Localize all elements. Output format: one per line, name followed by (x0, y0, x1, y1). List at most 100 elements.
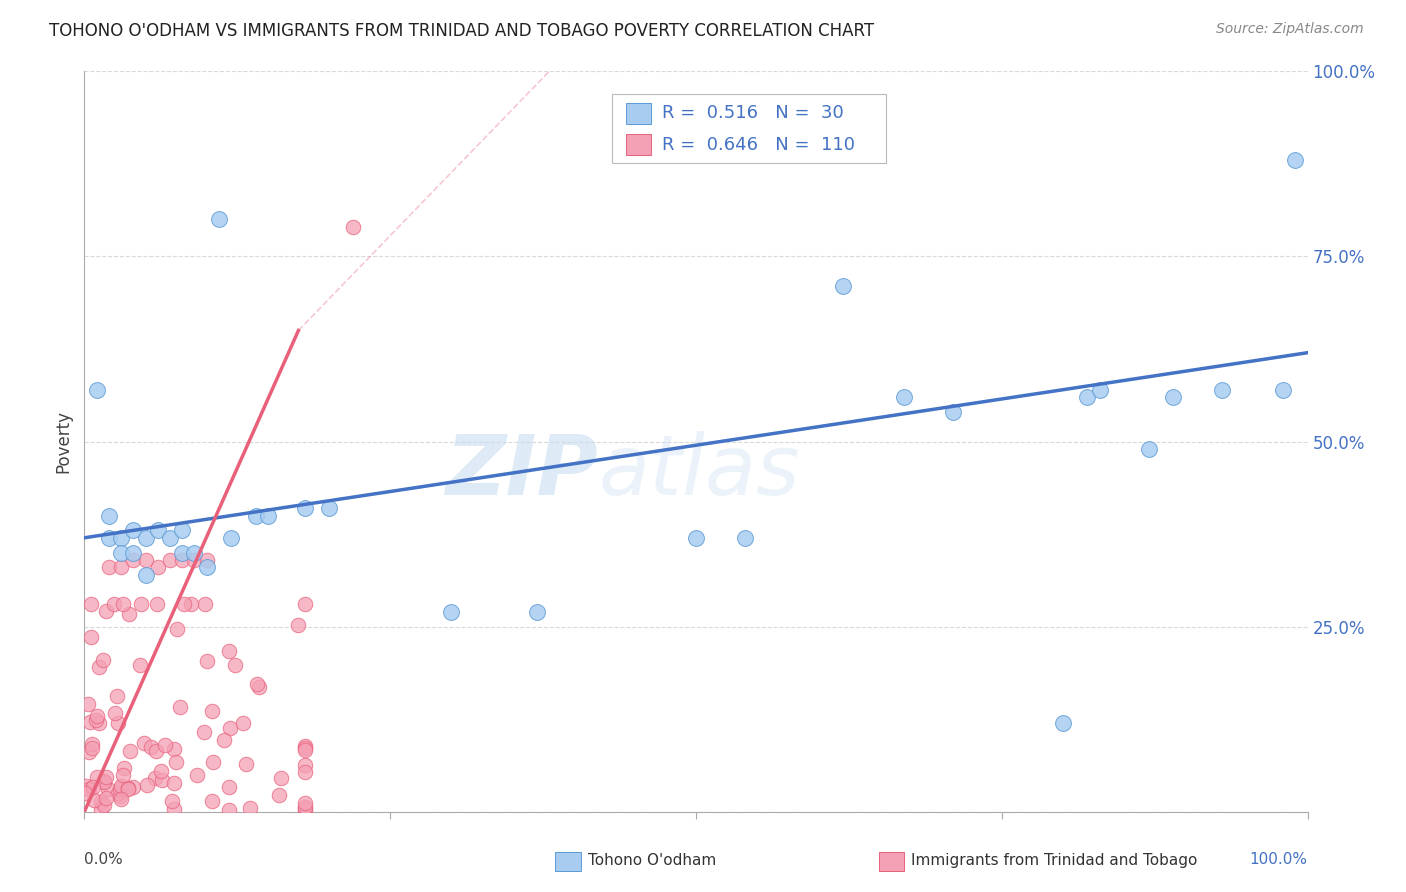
Text: TOHONO O'ODHAM VS IMMIGRANTS FROM TRINIDAD AND TOBAGO POVERTY CORRELATION CHART: TOHONO O'ODHAM VS IMMIGRANTS FROM TRINID… (49, 22, 875, 40)
Point (146, 598, 169, 612)
Point (150, 772, 173, 787)
Point (94, 770, 117, 784)
Point (294, 742, 316, 756)
Point (287, 618, 309, 632)
Point (1161, 390, 1184, 404)
Point (294, 797, 316, 811)
Text: R =  0.516   N =  30: R = 0.516 N = 30 (662, 104, 844, 122)
Point (202, 755, 225, 769)
Point (172, 524, 194, 538)
Point (218, 780, 240, 794)
Point (159, 531, 181, 545)
Point (195, 654, 218, 668)
Point (1088, 383, 1111, 397)
Point (232, 715, 254, 730)
Point (172, 546, 194, 560)
Point (218, 803, 240, 817)
Point (270, 771, 292, 785)
Point (169, 700, 191, 714)
Point (97, 560, 120, 574)
Point (239, 801, 262, 815)
Point (117, 780, 139, 795)
Text: 0.0%: 0.0% (84, 853, 124, 867)
Point (294, 764, 316, 779)
Point (162, 775, 184, 789)
Point (166, 623, 188, 637)
Point (110, 546, 132, 560)
Point (121, 780, 143, 794)
Point (195, 560, 218, 574)
Point (122, 524, 145, 538)
Point (73, 786, 96, 800)
Point (143, 771, 166, 785)
Point (163, 741, 186, 756)
Point (135, 567, 157, 582)
Point (201, 704, 224, 718)
Point (94, 790, 117, 805)
Point (1076, 390, 1098, 404)
Point (97, 508, 120, 523)
Point (145, 744, 167, 758)
Text: atlas: atlas (598, 431, 800, 512)
Point (135, 553, 157, 567)
Point (163, 802, 186, 816)
Point (173, 598, 195, 612)
Point (149, 764, 172, 778)
Point (294, 501, 316, 516)
Point (294, 739, 316, 753)
Point (1137, 442, 1160, 456)
Point (111, 767, 134, 781)
Point (110, 779, 132, 793)
Text: Tohono O'odham: Tohono O'odham (588, 854, 716, 868)
Point (146, 560, 169, 574)
Point (135, 531, 157, 545)
Point (93, 774, 115, 789)
Point (75, 779, 97, 793)
Point (118, 607, 141, 621)
Text: R =  0.646   N =  110: R = 0.646 N = 110 (662, 136, 855, 153)
Point (294, 801, 316, 815)
Point (107, 715, 129, 730)
Point (257, 508, 280, 523)
Point (1211, 383, 1233, 397)
Point (247, 680, 270, 694)
Point (89, 715, 111, 730)
Point (110, 531, 132, 545)
Point (267, 788, 290, 802)
Point (80, 737, 103, 751)
Point (146, 524, 169, 538)
Point (86, 713, 108, 727)
Point (80, 598, 103, 612)
Y-axis label: Poverty: Poverty (55, 410, 73, 473)
Point (122, 553, 145, 567)
Point (110, 560, 132, 574)
Point (193, 725, 215, 739)
Point (294, 598, 316, 612)
Point (186, 768, 208, 782)
Point (942, 405, 965, 419)
Point (245, 508, 267, 523)
Point (734, 531, 756, 545)
Point (685, 531, 707, 545)
Point (83, 793, 105, 807)
Point (117, 781, 139, 796)
Point (91, 653, 114, 667)
Point (526, 605, 548, 619)
Point (80, 630, 103, 644)
Point (77, 781, 100, 796)
Point (214, 732, 236, 747)
Point (318, 501, 340, 516)
Point (90, 802, 112, 816)
Point (183, 546, 205, 560)
Text: Source: ZipAtlas.com: Source: ZipAtlas.com (1216, 22, 1364, 37)
Point (96, 603, 118, 617)
Point (104, 706, 127, 720)
Point (86, 383, 108, 397)
Point (76, 697, 98, 711)
Point (208, 212, 231, 227)
Point (294, 757, 316, 772)
Text: 100.0%: 100.0% (1250, 853, 1308, 867)
Point (201, 794, 224, 808)
Point (79, 714, 101, 729)
Point (440, 605, 463, 619)
